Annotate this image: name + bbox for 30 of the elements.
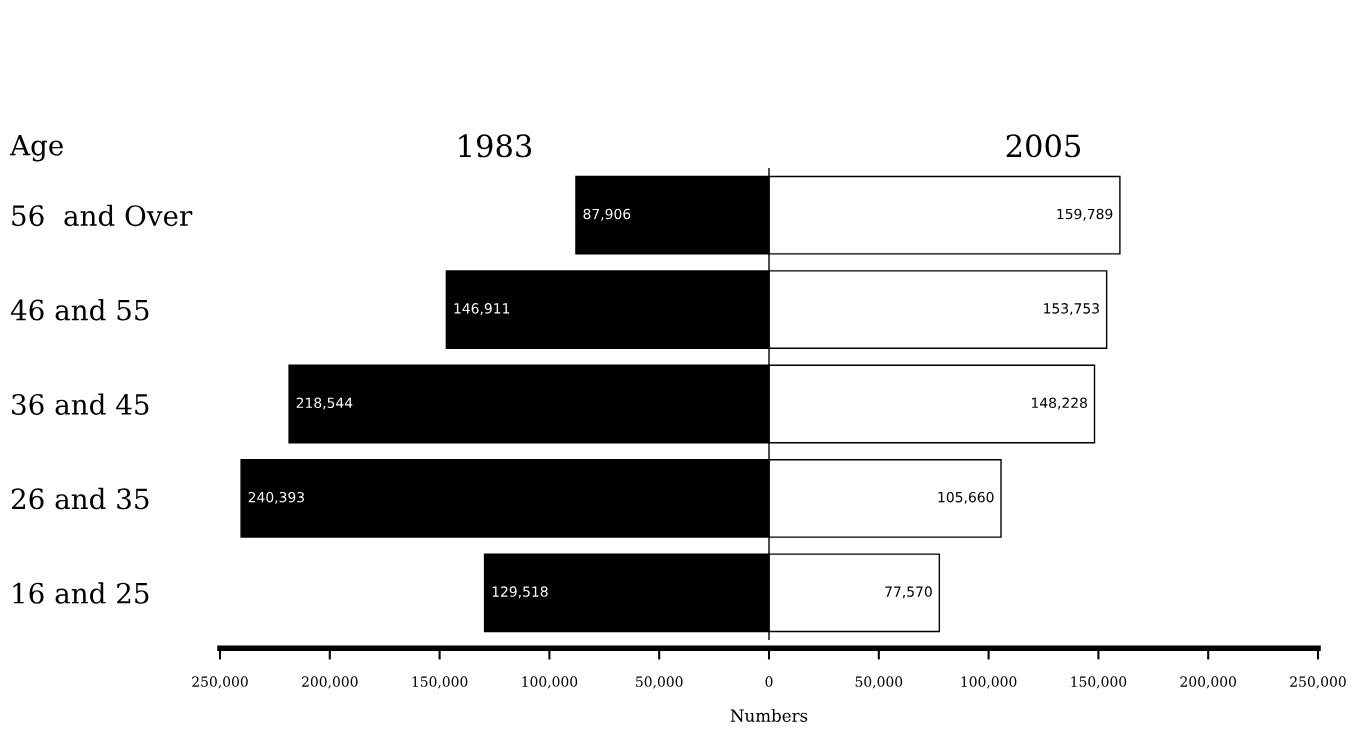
- data-label: 153,753: [1044, 303, 1099, 316]
- x-tick-label: 150,000: [412, 676, 468, 689]
- x-tick-label: 100,000: [522, 676, 578, 689]
- data-label: 148,228: [1032, 397, 1087, 410]
- data-label: 146,911: [454, 303, 510, 316]
- data-label: 159,789: [1057, 208, 1113, 221]
- x-axis-title: Numbers: [730, 709, 808, 722]
- x-tick-label: 150,000: [1071, 676, 1127, 689]
- y-tick-label: 46 and 55: [10, 299, 149, 321]
- data-label: 218,544: [296, 397, 353, 410]
- data-label: 87,906: [583, 208, 631, 221]
- x-tick-label: 100,000: [961, 676, 1017, 689]
- x-tick-label: 200,000: [1180, 676, 1236, 689]
- x-tick-label: 200,000: [302, 676, 358, 689]
- x-tick-label: 250,000: [1290, 676, 1346, 689]
- data-label: 105,660: [938, 491, 994, 504]
- data-label: 240,393: [248, 491, 305, 504]
- y-tick-label: 36 and 45: [12, 393, 149, 415]
- series-label: 1983: [459, 134, 532, 158]
- x-tick-label: 250,000: [192, 676, 248, 689]
- y-axis-title: Age: [9, 135, 63, 162]
- x-tick-label: 50,000: [855, 676, 903, 689]
- y-tick-label: 56 and Over: [12, 204, 193, 227]
- y-tick-label: 26 and 35: [11, 487, 149, 510]
- data-label: 129,518: [492, 586, 548, 599]
- x-tick-label: 50,000: [636, 676, 683, 689]
- data-label: 77,570: [885, 586, 932, 599]
- series-label: 2005: [1006, 134, 1081, 158]
- y-tick-label: 16 and 25: [13, 582, 149, 604]
- x-tick-label: 0: [765, 676, 773, 687]
